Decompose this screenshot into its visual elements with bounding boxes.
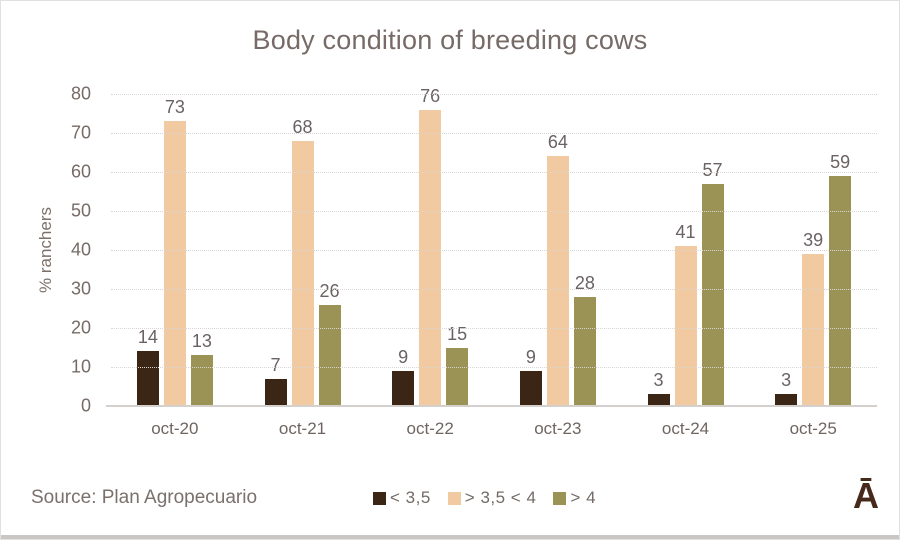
bar-column: 3 [647,94,670,406]
bar [392,370,415,406]
bar-column: 73 [163,94,186,406]
y-tick-label: 70 [70,122,91,143]
chart-title: Body condition of breeding cows [252,25,648,55]
y-tick-label: 30 [70,278,91,299]
bar [318,304,341,406]
bar [163,121,186,406]
x-axis-label: oct-21 [278,419,327,438]
bar-value-label: 39 [803,229,824,250]
bar [701,183,724,406]
bar-value-label: 68 [292,116,313,137]
bar [136,351,159,406]
y-tick-label: 50 [70,200,91,221]
bar-column: 3 [775,94,798,406]
bar-value-label: 41 [675,222,696,243]
bar [647,394,670,406]
bar-group: 7 68 26 [239,94,367,406]
bar-column: 9 [519,94,542,406]
bar-value-label: 9 [398,346,409,367]
legend-swatch [447,491,461,505]
gridline [111,211,877,212]
legend-swatch [553,491,567,505]
y-tick-label: 10 [70,356,91,377]
gridline [111,94,877,95]
bar-column: 76 [419,86,442,406]
bar-group: 9 64 28 [494,94,622,406]
bar-value-label: 28 [574,272,595,293]
bar [419,109,442,406]
bar-groups: 14 73 13 7 68 26 9 76 15 9 64 28 3 41 57 3 39 59 [111,86,877,406]
bar-group: 3 41 57 [622,94,750,406]
legend-item: > 3,5 < 4 [447,488,537,508]
bar [674,246,697,406]
bar-value-label: 73 [164,97,185,118]
bar [775,394,798,406]
bar-value-label: 3 [653,370,664,391]
plot-area: 14 73 13 7 68 26 9 76 15 9 64 28 3 41 57 3 39 59 [106,86,877,407]
bar-value-label: 14 [137,327,158,348]
bar [573,296,596,406]
legend-label: < 3,5 [390,488,431,507]
gridline [111,172,877,173]
x-axis-label: oct-25 [789,419,837,438]
brand-logo: Ā [853,475,879,516]
bar-column: 59 [829,94,852,406]
bar-value-label: 64 [547,132,568,153]
bar [264,378,287,406]
y-tick-label: 20 [70,317,91,338]
x-axis-label: oct-20 [151,419,199,438]
bar-column: 68 [291,94,314,406]
bar-value-label: 3 [781,370,792,391]
bar [546,156,569,406]
x-axis-labels: oct-20 oct-21 oct-22 oct-23 oct-24 oct-25 [111,419,877,439]
legend-swatch [373,491,386,505]
legend-label: > 4 [570,488,597,507]
x-axis-label: oct-22 [406,419,454,438]
x-axis-label: oct-24 [661,419,710,438]
bar-value-label: 57 [702,159,723,180]
bar-column: 9 [392,94,415,406]
bar-column: 14 [136,94,159,406]
gridline [111,133,877,134]
bar-value-label: 15 [447,323,468,344]
bar-value-label: 13 [191,331,212,352]
bar-column: 26 [318,94,341,406]
bar [291,140,314,406]
bottom-strip [1,535,899,539]
bar-column: 41 [674,94,697,406]
gridline [111,328,877,329]
bar-column: 64 [546,94,569,406]
bar-column: 57 [701,94,724,406]
bar-value-label: 7 [270,354,281,375]
bar-column: 7 [264,94,287,406]
bar [446,347,469,406]
y-axis-ticks: 0 10 20 30 40 50 60 70 80 [49,84,95,416]
legend: < 3,5 > 3,5 < 4 > 4 [373,488,596,508]
bar-column: 28 [573,94,596,406]
gridline [111,289,877,290]
gridline [111,367,877,368]
bar-value-label: 26 [319,280,340,301]
bar-value-label: 59 [830,151,851,172]
bar [190,355,213,406]
bar-value-label: 9 [525,346,536,367]
bar-value-label: 76 [420,85,441,106]
bar [829,175,852,406]
gridline [111,250,877,251]
bar-group: 14 73 13 [111,94,239,406]
y-tick-label: 80 [70,83,91,104]
y-tick-label: 0 [80,395,91,416]
y-tick-label: 60 [70,161,91,182]
x-axis-line [106,405,877,407]
y-tick-label: 40 [70,239,91,260]
legend-label: > 3,5 < 4 [464,488,537,507]
bar [802,253,825,406]
x-axis-label: oct-23 [534,419,582,438]
legend-item: > 4 [553,488,596,508]
source-text: Source: Plan Agropecuario [31,487,258,508]
legend-item: < 3,5 [373,488,431,508]
bar [519,370,542,406]
